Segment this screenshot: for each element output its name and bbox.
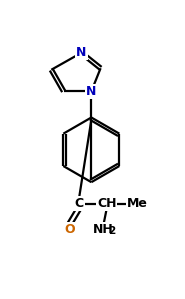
Text: N: N — [86, 85, 97, 98]
Text: O: O — [65, 223, 75, 237]
Text: NH: NH — [92, 223, 113, 237]
Text: Me: Me — [127, 197, 148, 210]
Text: CH: CH — [97, 197, 117, 210]
Text: N: N — [76, 46, 87, 59]
Text: C: C — [75, 197, 84, 210]
Text: 2: 2 — [108, 226, 115, 237]
